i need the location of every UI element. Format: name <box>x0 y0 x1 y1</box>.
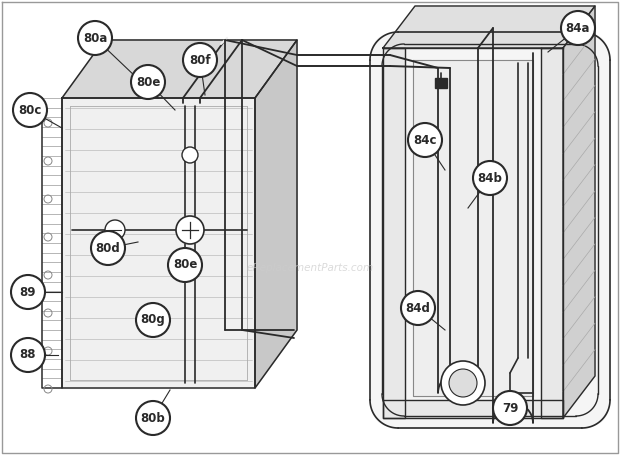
Circle shape <box>401 291 435 325</box>
Circle shape <box>136 303 170 337</box>
Polygon shape <box>383 400 563 418</box>
Text: 88: 88 <box>20 349 36 362</box>
Circle shape <box>182 147 198 163</box>
Circle shape <box>183 43 217 77</box>
Polygon shape <box>255 40 297 388</box>
Circle shape <box>11 275 45 309</box>
Text: 84d: 84d <box>405 302 430 314</box>
Polygon shape <box>62 98 255 388</box>
Polygon shape <box>541 48 563 418</box>
Polygon shape <box>413 60 533 396</box>
Circle shape <box>449 369 477 397</box>
Text: 80b: 80b <box>141 411 166 425</box>
Circle shape <box>441 361 485 405</box>
FancyBboxPatch shape <box>370 32 610 428</box>
Text: 89: 89 <box>20 285 36 298</box>
Circle shape <box>131 65 165 99</box>
Circle shape <box>168 248 202 282</box>
Polygon shape <box>383 48 405 418</box>
Text: 80a: 80a <box>83 31 107 45</box>
Circle shape <box>493 391 527 425</box>
Polygon shape <box>62 40 297 98</box>
Circle shape <box>13 93 47 127</box>
Text: 84c: 84c <box>414 133 436 147</box>
Circle shape <box>78 21 112 55</box>
Circle shape <box>561 11 595 45</box>
Text: 80e: 80e <box>173 258 197 272</box>
Text: 80e: 80e <box>136 76 160 89</box>
Circle shape <box>91 231 125 265</box>
Text: 80d: 80d <box>95 242 120 254</box>
Circle shape <box>136 401 170 435</box>
Text: 84b: 84b <box>477 172 502 184</box>
Circle shape <box>11 338 45 372</box>
Text: 80g: 80g <box>141 313 166 327</box>
Circle shape <box>176 216 204 244</box>
Text: 84a: 84a <box>565 21 590 35</box>
Polygon shape <box>383 6 595 48</box>
Polygon shape <box>563 6 595 418</box>
Circle shape <box>473 161 507 195</box>
Text: 80c: 80c <box>19 103 42 116</box>
Circle shape <box>105 220 125 240</box>
Circle shape <box>408 123 442 157</box>
Bar <box>435 78 447 88</box>
Text: 79: 79 <box>502 401 518 415</box>
Text: 80f: 80f <box>189 54 211 66</box>
Text: eReplacementParts.com: eReplacementParts.com <box>246 263 374 273</box>
